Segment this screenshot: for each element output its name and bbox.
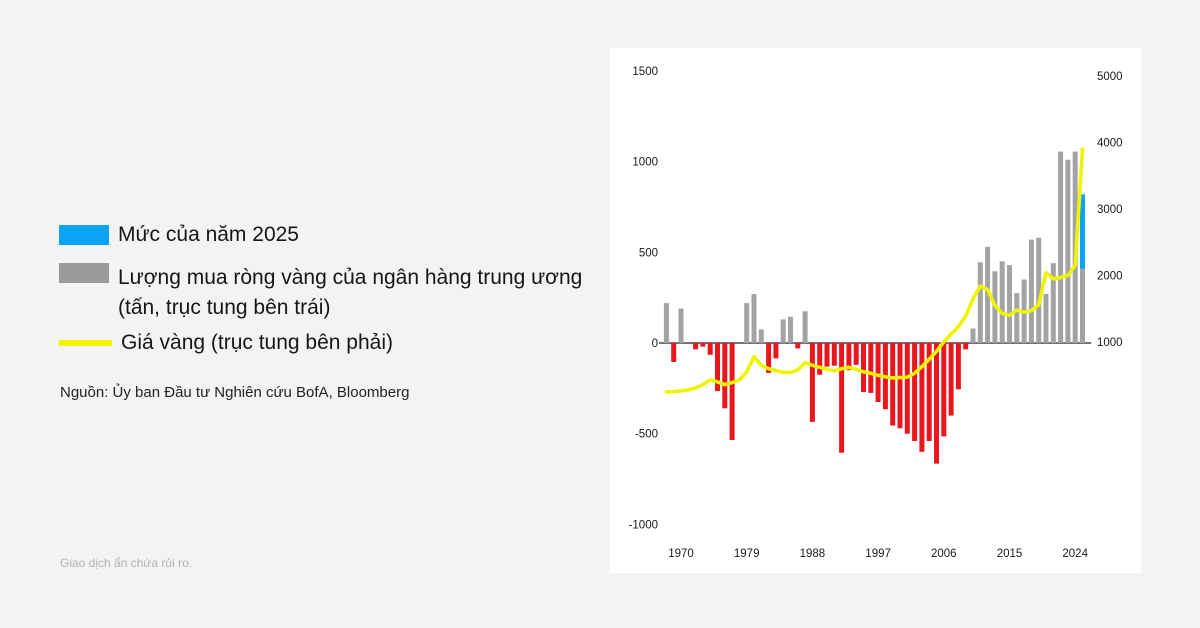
bar-2023 xyxy=(1065,159,1071,343)
x-axis-tick-1970: 1970 xyxy=(668,548,694,560)
x-axis-tick-1988: 1988 xyxy=(800,548,826,560)
legend-swatch-2025-level xyxy=(59,225,109,245)
bar-1976 xyxy=(722,343,728,409)
gold-purchases-chart: 150010005000-500-10005000400030002000100… xyxy=(610,48,1141,573)
bar-2005 xyxy=(934,343,939,464)
bar-1989 xyxy=(817,343,823,375)
bar-1974 xyxy=(707,343,713,355)
bar-1982 xyxy=(766,343,772,373)
bar-1981 xyxy=(758,329,764,343)
bar-2012 xyxy=(985,246,991,343)
bar-2010 xyxy=(970,328,976,343)
left-axis-tick-1000: 1000 xyxy=(632,157,658,169)
bar-1979 xyxy=(744,303,750,343)
legend-label-gold-price: Giá vàng (trục tung bên phải) xyxy=(121,331,393,354)
risk-disclaimer: Giao dịch ẩn chứa rủi ro. xyxy=(60,556,193,570)
bar-1999 xyxy=(890,343,896,426)
legend-item-2025-level: Mức của năm 2025 xyxy=(59,224,299,246)
bar-1985 xyxy=(788,316,793,343)
bar-2025-actual xyxy=(1080,268,1085,343)
bar-1988 xyxy=(809,343,815,422)
right-axis-tick-2000: 2000 xyxy=(1097,271,1123,283)
bar-1984 xyxy=(780,319,786,343)
bar-1986 xyxy=(795,343,801,349)
bar-1993 xyxy=(846,343,852,371)
bar-1980 xyxy=(751,294,757,343)
bar-2018 xyxy=(1028,239,1034,343)
bar-2022 xyxy=(1058,151,1064,343)
bar-2025-level xyxy=(1080,194,1085,269)
bar-2021 xyxy=(1050,263,1056,343)
legend-label-net-purchases: Lượng mua ròng vàng của ngân hàng trung … xyxy=(118,263,582,323)
legend-item-gold-price: Giá vàng (trục tung bên phải) xyxy=(59,332,393,354)
bar-2003 xyxy=(919,343,925,452)
legend-label-net-purchases-line1: Lượng mua ròng vàng của ngân hàng trung … xyxy=(118,266,583,289)
left-axis-tick-1500: 1500 xyxy=(632,66,658,78)
legend-item-net-purchases: Lượng mua ròng vàng của ngân hàng trung … xyxy=(59,263,582,323)
bar-2016 xyxy=(1014,293,1020,343)
bar-1983 xyxy=(773,343,779,359)
bar-1990 xyxy=(824,343,830,367)
x-axis-tick-1979: 1979 xyxy=(734,548,760,560)
bar-2009 xyxy=(963,343,969,350)
x-axis-tick-1997: 1997 xyxy=(865,548,891,560)
right-axis-tick-3000: 3000 xyxy=(1097,204,1123,216)
chart-panel: 1500 1000 500 0 -500 -1000 5000 4000 3000 2000 100… xyxy=(610,48,1141,573)
bar-1995 xyxy=(861,343,866,392)
x-axis-tick-2015: 2015 xyxy=(997,548,1023,560)
right-axis-tick-4000: 4000 xyxy=(1097,138,1123,150)
bar-1969 xyxy=(671,343,677,362)
left-axis-tick--500: -500 xyxy=(635,429,658,441)
bar-2000 xyxy=(897,343,903,429)
bar-1987 xyxy=(802,311,808,343)
source-note: Nguồn: Ủy ban Đầu tư Nghiên cứu BofA, Bl… xyxy=(60,384,410,401)
bar-1968 xyxy=(663,303,669,343)
x-axis-tick-2024: 2024 xyxy=(1062,548,1088,560)
bar-2011 xyxy=(977,262,983,343)
right-axis-tick-5000: 5000 xyxy=(1097,71,1123,83)
bar-2014 xyxy=(999,261,1005,343)
bar-1994 xyxy=(853,343,859,365)
gold-price-line xyxy=(664,147,1085,394)
bar-1996 xyxy=(868,343,874,393)
bar-2015 xyxy=(1007,265,1012,343)
left-axis-tick--1000: -1000 xyxy=(629,519,658,531)
x-axis-tick-2006: 2006 xyxy=(931,548,957,560)
bar-1972 xyxy=(693,343,699,350)
bar-1973 xyxy=(700,343,706,347)
bar-1991 xyxy=(831,343,837,366)
bar-1992 xyxy=(839,343,845,453)
bar-2020 xyxy=(1043,294,1049,343)
bar-2008 xyxy=(955,343,961,390)
right-axis-tick-1000: 1000 xyxy=(1097,337,1123,349)
bar-1977 xyxy=(729,343,735,440)
bar-1975 xyxy=(715,343,720,392)
left-axis-tick-500: 500 xyxy=(639,247,658,259)
legend-label-net-purchases-line2: (tấn, trục tung bên trái) xyxy=(118,296,331,319)
legend-label-2025-level: Mức của năm 2025 xyxy=(118,223,299,246)
bar-2004 xyxy=(926,343,932,441)
bar-2006 xyxy=(941,343,947,437)
bar-2001 xyxy=(904,343,910,434)
legend-swatch-gold-price-line xyxy=(59,340,112,346)
bar-2019 xyxy=(1036,237,1042,343)
bar-1997 xyxy=(875,343,881,402)
left-axis-tick-0: 0 xyxy=(652,338,658,350)
bar-2002 xyxy=(912,343,918,441)
bar-1970 xyxy=(678,308,684,343)
legend-swatch-net-purchases xyxy=(59,263,109,283)
bar-2007 xyxy=(948,343,954,416)
